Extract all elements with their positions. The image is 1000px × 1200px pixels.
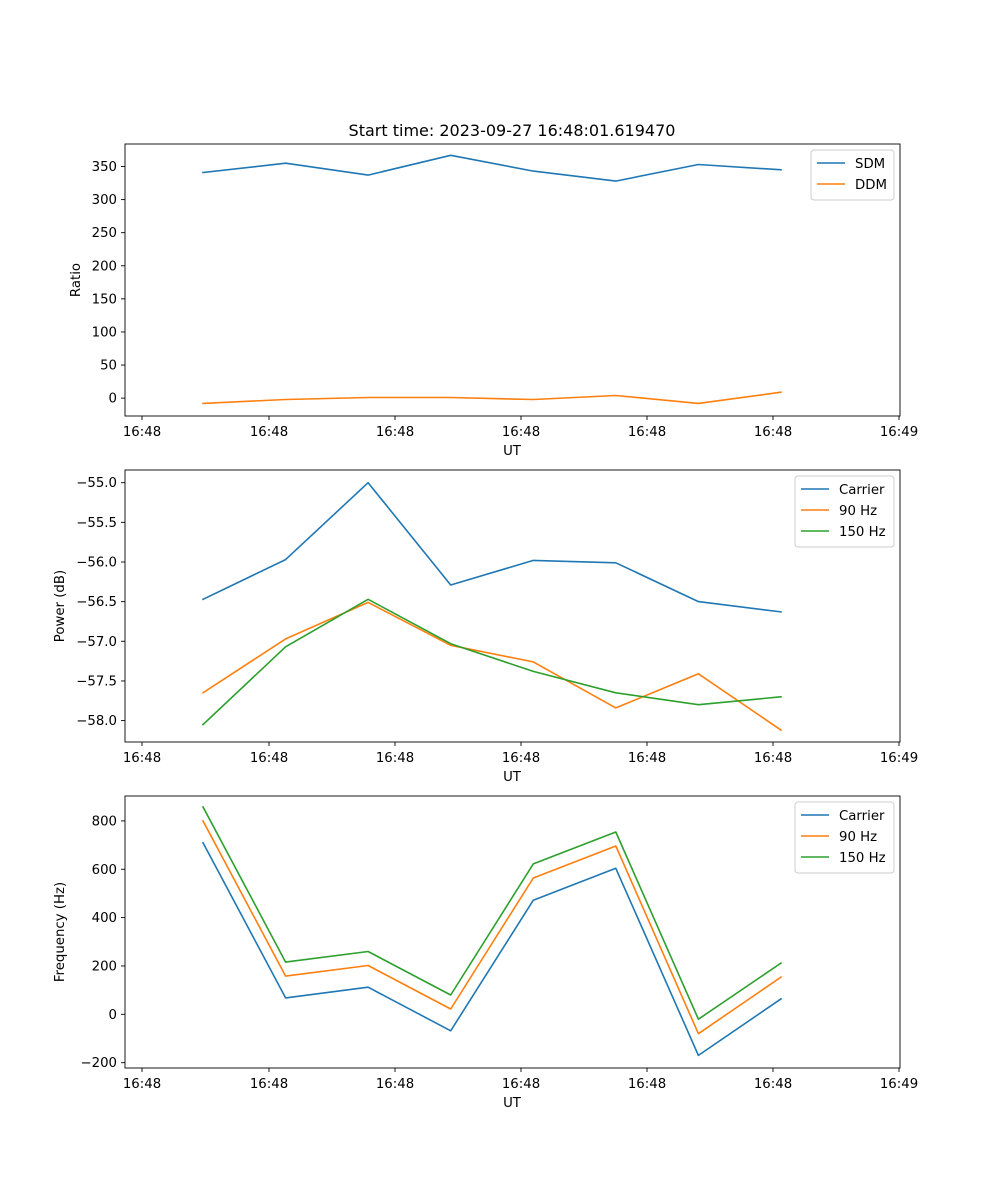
x-tick-label-frequency-4: 16:48 <box>628 1077 666 1092</box>
series-line-power-90-hz <box>201 601 783 732</box>
panel-frequency: 16:48 16:48 16:48 16:48 16:48 16:48 16:49 −200 0… <box>53 795 918 1111</box>
legend-label-power-2: 150 Hz <box>839 525 886 540</box>
y-tick-label-power-6: −58.0 <box>76 714 117 729</box>
legend-label-power-1: 90 Hz <box>839 504 877 519</box>
series-line-frequency-150-hz <box>201 805 783 1021</box>
y-tick-label-ratio-4: 200 <box>92 259 117 274</box>
y-tick-label-frequency-5: 800 <box>92 814 117 829</box>
axes-frame-ratio <box>124 143 901 417</box>
x-tick-label-power-0: 16:48 <box>123 751 161 766</box>
y-tick-label-frequency-2: 200 <box>92 959 117 974</box>
x-tick-label-ratio-5: 16:48 <box>754 425 792 440</box>
y-axis-label-ratio: Ratio <box>69 263 84 297</box>
x-tick-label-ratio-3: 16:48 <box>502 425 540 440</box>
legend-label-power-0: Carrier <box>839 483 885 498</box>
series-line-power-carrier <box>201 481 782 613</box>
y-tick-label-power-1: −55.5 <box>76 516 117 531</box>
x-tick-label-ratio-0: 16:48 <box>123 425 161 440</box>
x-tick-label-ratio-6: 16:49 <box>880 425 918 440</box>
series-line-frequency-90-hz <box>201 819 783 1035</box>
y-tick-label-ratio-5: 250 <box>92 226 117 241</box>
y-tick-label-ratio-2: 100 <box>92 325 117 340</box>
x-tick-label-frequency-3: 16:48 <box>502 1077 540 1092</box>
x-tick-label-ratio-4: 16:48 <box>628 425 666 440</box>
panels: 16:48 16:48 16:48 16:48 16:48 16:48 16:49 0 50 10… <box>53 143 918 1111</box>
figure-title: Start time: 2023-09-27 16:48:01.619470 <box>349 121 676 140</box>
legend-label-frequency-0: Carrier <box>839 809 885 824</box>
x-tick-label-frequency-1: 16:48 <box>250 1077 288 1092</box>
panel-ratio: 16:48 16:48 16:48 16:48 16:48 16:48 16:49 0 50 10… <box>69 143 918 459</box>
y-tick-label-power-0: −55.0 <box>76 476 117 491</box>
axes-frame-frequency <box>124 795 901 1069</box>
x-tick-label-frequency-6: 16:49 <box>880 1077 918 1092</box>
panel-power: 16:48 16:48 16:48 16:48 16:48 16:48 16:49 −55.0… <box>53 469 918 785</box>
legend-box-frequency <box>794 801 895 874</box>
y-tick-label-power-2: −56.0 <box>76 555 117 570</box>
x-tick-label-power-2: 16:48 <box>376 751 414 766</box>
x-axis-label-power: UT <box>503 770 522 785</box>
x-tick-label-power-6: 16:49 <box>880 751 918 766</box>
x-tick-label-frequency-2: 16:48 <box>376 1077 414 1092</box>
legend-label-frequency-1: 90 Hz <box>839 830 877 845</box>
y-tick-label-ratio-7: 350 <box>92 160 117 175</box>
x-tick-label-power-5: 16:48 <box>754 751 792 766</box>
legend-ratio: SDM DDM <box>810 149 895 201</box>
series-line-ratio-sdm <box>202 154 782 182</box>
x-tick-label-frequency-5: 16:48 <box>754 1077 792 1092</box>
y-tick-label-ratio-0: 0 <box>109 392 117 407</box>
legend-label-frequency-2: 150 Hz <box>839 851 886 866</box>
series-line-frequency-carrier <box>201 841 783 1057</box>
x-tick-label-power-4: 16:48 <box>628 751 666 766</box>
x-tick-label-power-3: 16:48 <box>502 751 540 766</box>
series-line-power-150-hz <box>201 598 782 726</box>
legend-power: Carrier 90 Hz 150 Hz <box>794 475 895 548</box>
y-axis-label-frequency: Frequency (Hz) <box>53 882 68 982</box>
y-axis-label-power: Power (dB) <box>53 570 68 642</box>
x-tick-label-power-1: 16:48 <box>250 751 288 766</box>
legend-box-power <box>794 475 895 548</box>
x-axis-label-ratio: UT <box>503 444 522 459</box>
y-tick-label-frequency-1: 0 <box>109 1008 117 1023</box>
legend-label-ratio-0: SDM <box>855 157 885 172</box>
y-tick-label-ratio-1: 50 <box>100 359 117 374</box>
y-tick-label-frequency-4: 600 <box>92 863 117 878</box>
y-tick-label-ratio-3: 150 <box>92 292 117 307</box>
y-tick-label-power-5: −57.5 <box>76 674 117 689</box>
y-tick-label-ratio-6: 300 <box>92 193 117 208</box>
y-tick-label-frequency-3: 400 <box>92 911 117 926</box>
x-tick-label-frequency-0: 16:48 <box>123 1077 161 1092</box>
series-line-ratio-ddm <box>202 391 782 405</box>
x-tick-label-ratio-1: 16:48 <box>250 425 288 440</box>
y-tick-label-power-3: −56.5 <box>76 595 117 610</box>
legend-frequency: Carrier 90 Hz 150 Hz <box>794 801 895 874</box>
y-tick-label-power-4: −57.0 <box>76 635 117 650</box>
x-tick-label-ratio-2: 16:48 <box>376 425 414 440</box>
x-axis-label-frequency: UT <box>503 1096 522 1111</box>
legend-label-ratio-1: DDM <box>855 178 887 193</box>
axes-frame-power <box>124 469 901 743</box>
y-tick-label-frequency-0: −200 <box>80 1056 117 1071</box>
